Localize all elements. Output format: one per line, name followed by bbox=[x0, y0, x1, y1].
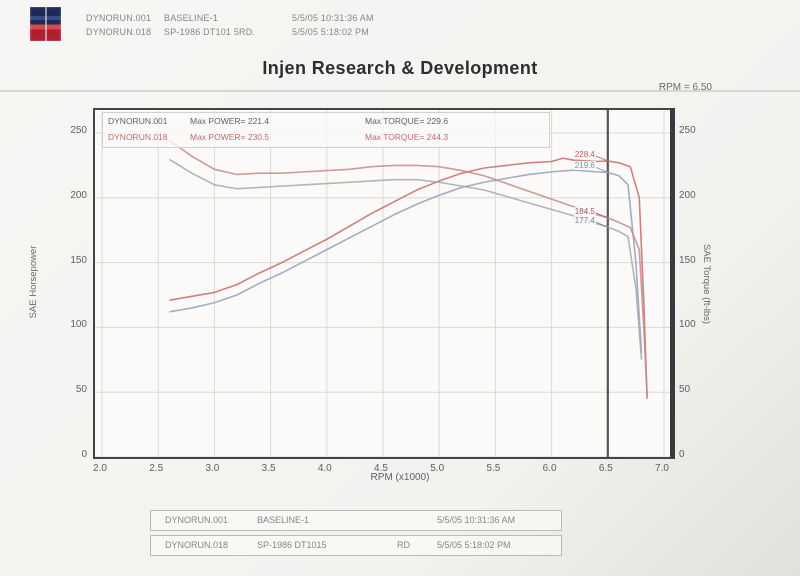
x-tick: 7.0 bbox=[655, 463, 669, 474]
dynojet-logo-icon bbox=[30, 7, 61, 41]
x-tick: 5.5 bbox=[486, 463, 501, 474]
chart-legend: DYNORUN.001 Max POWER= 221.4 Max TORQUE=… bbox=[102, 112, 550, 148]
x-tick: 5.0 bbox=[430, 463, 445, 474]
y-tick-left: 100 bbox=[70, 319, 87, 331]
legend-max-torque: Max TORQUE= 244.3 bbox=[365, 132, 449, 142]
x-tick: 2.5 bbox=[149, 463, 164, 474]
y-tick-right: 0 bbox=[679, 449, 685, 460]
rpm-cursor-readout: RPM = 6.50 bbox=[658, 82, 712, 93]
header-run-row: DYNORUN.001 BASELINE-1 5/5/05 10:31:36 A… bbox=[86, 11, 374, 25]
series-dynorun-018-sae-torque bbox=[168, 139, 648, 397]
legend-run-id: DYNORUN.001 bbox=[108, 116, 168, 126]
footer-run-table: DYNORUN.001 BASELINE-1 5/5/05 10:31:36 A… bbox=[150, 510, 562, 560]
x-tick: 4.0 bbox=[317, 463, 332, 474]
cursor-label-leader bbox=[595, 167, 608, 173]
x-axis-label: RPM (x1000) bbox=[370, 472, 430, 483]
y-tick-right: 50 bbox=[679, 384, 691, 396]
run-timestamp: 5/5/05 10:31:36 AM bbox=[292, 13, 374, 23]
cursor-value-label: 219.6 bbox=[573, 161, 596, 171]
cursor-value-label: 228.4 bbox=[573, 149, 596, 159]
y-tick-right: 150 bbox=[679, 254, 696, 266]
legend-max-power: Max POWER= 221.4 bbox=[190, 116, 270, 126]
run-timestamp: 5/5/05 5:18:02 PM bbox=[437, 540, 511, 550]
y-tick-left: 150 bbox=[70, 254, 87, 266]
run-id: DYNORUN.001 bbox=[165, 515, 229, 525]
run-desc: BASELINE-1 bbox=[164, 13, 219, 23]
x-tick: 3.0 bbox=[205, 463, 220, 474]
y-tick-left: 200 bbox=[70, 189, 87, 201]
run-id: DYNORUN.018 bbox=[165, 540, 229, 550]
x-tick: 3.5 bbox=[261, 463, 276, 474]
chart-canvas bbox=[95, 110, 670, 457]
x-tick: 6.0 bbox=[542, 463, 557, 474]
cursor-value-label: 184.5 bbox=[573, 206, 596, 216]
run-id: DYNORUN.018 bbox=[86, 27, 152, 37]
legend-row-intake: DYNORUN.018 Max POWER= 230.5 Max TORQUE=… bbox=[103, 129, 549, 145]
page-title: Injen Research & Development bbox=[262, 58, 538, 78]
cursor-value-label: 177.4 bbox=[573, 216, 596, 226]
run-timestamp: 5/5/05 10:31:36 AM bbox=[437, 515, 516, 525]
y-tick-right: 250 bbox=[679, 125, 696, 136]
legend-max-torque: Max TORQUE= 229.6 bbox=[365, 116, 449, 126]
y-tick-left: 50 bbox=[75, 384, 87, 396]
run-desc: BASELINE-1 bbox=[257, 515, 310, 525]
x-tick: 6.5 bbox=[598, 463, 613, 474]
y-tick-left: 0 bbox=[81, 449, 87, 460]
header-run-list: DYNORUN.001 BASELINE-1 5/5/05 10:31:36 A… bbox=[86, 11, 374, 39]
cursor-label-leader bbox=[595, 212, 608, 219]
table-row: DYNORUN.018 SP-1986 DT1015 RD 5/5/05 5:1… bbox=[150, 535, 562, 556]
run-extra: RD bbox=[397, 540, 410, 550]
dyno-chart: DYNORUN.001 Max POWER= 221.4 Max TORQUE=… bbox=[93, 108, 675, 459]
y-tick-right: 200 bbox=[679, 189, 696, 201]
table-row: DYNORUN.001 BASELINE-1 5/5/05 10:31:36 A… bbox=[150, 510, 562, 531]
legend-run-id: DYNORUN.018 bbox=[108, 132, 168, 142]
cursor-label-leader bbox=[595, 221, 608, 228]
run-timestamp: 5/5/05 5:18:02 PM bbox=[292, 27, 369, 37]
title-divider bbox=[0, 90, 800, 92]
legend-max-power: Max POWER= 230.5 bbox=[190, 132, 270, 142]
cursor-label-leader bbox=[595, 155, 608, 162]
series-dynorun-001-sae-torque bbox=[169, 158, 643, 360]
run-desc: SP-1986 DT1015 bbox=[257, 540, 327, 550]
series-dynorun-001-sae-horsepower bbox=[169, 169, 643, 354]
series-dynorun-018-sae-horsepower bbox=[169, 157, 648, 399]
run-desc: SP-1986 DT101 5RD. bbox=[164, 27, 256, 37]
header-run-row: DYNORUN.018 SP-1986 DT101 5RD. 5/5/05 5:… bbox=[86, 25, 374, 39]
y-tick-left: 250 bbox=[70, 125, 87, 136]
run-extra bbox=[397, 511, 437, 530]
run-id: DYNORUN.001 bbox=[86, 13, 152, 23]
legend-row-baseline: DYNORUN.001 Max POWER= 221.4 Max TORQUE=… bbox=[103, 113, 549, 129]
x-tick: 4.5 bbox=[374, 463, 388, 474]
x-tick: 2.0 bbox=[93, 463, 107, 474]
y-tick-right: 100 bbox=[679, 319, 696, 331]
